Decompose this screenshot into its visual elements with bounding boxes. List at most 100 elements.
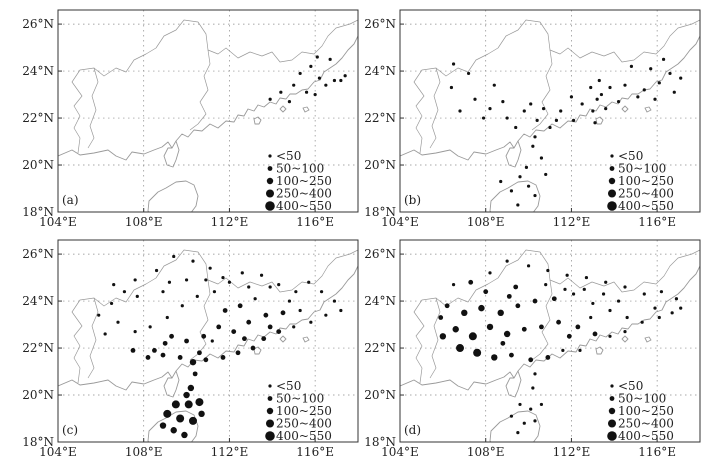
legend-label: <50 [618, 149, 643, 163]
station-marker [189, 358, 197, 366]
station-marker [292, 83, 296, 87]
y-tick-label: 24°N [364, 294, 396, 308]
station-marker [597, 78, 601, 83]
station-marker [332, 78, 337, 83]
station-marker [575, 324, 581, 330]
station-marker [280, 310, 286, 316]
map-panel-c: 104°E 108°E 112°E 116°E 18°N 20°N 22°N 24°N 26°N… [22, 239, 359, 459]
x-tick-label: 108°E [125, 215, 163, 229]
station-marker [501, 100, 505, 104]
station-marker [488, 271, 492, 275]
station-marker [599, 92, 604, 97]
station-marker [518, 402, 522, 407]
station-marker [659, 290, 664, 294]
station-marker [616, 299, 621, 303]
station-marker [466, 71, 471, 76]
legend-label: 250~400 [618, 187, 674, 201]
station-marker [263, 312, 269, 318]
station-marker [488, 107, 492, 111]
station-marker [592, 331, 598, 337]
x-tick-label: 104°E [381, 445, 419, 459]
legend-label: 50~100 [618, 392, 666, 406]
station-marker [165, 315, 169, 320]
station-marker [544, 172, 548, 177]
station-marker [181, 431, 188, 439]
station-marker [608, 85, 612, 90]
station-marker [304, 90, 309, 94]
station-marker [135, 294, 139, 298]
map-panel-b: 104°E 108°E 112°E 116°E 18°N 20°N 22°N 24°N 26°N… [364, 9, 701, 229]
station-marker [313, 92, 317, 97]
station-marker [461, 309, 468, 317]
legend-marker [268, 154, 272, 158]
legend-marker [265, 201, 275, 211]
station-marker [161, 290, 165, 294]
station-marker [287, 100, 292, 104]
y-tick-label: 20°N [364, 388, 396, 402]
y-tick-label: 18°N [22, 205, 54, 219]
station-marker [184, 338, 189, 344]
legend-label: 400~550 [618, 199, 674, 213]
station-marker [670, 311, 674, 315]
station-marker [591, 301, 595, 306]
legend-label: 100~250 [276, 404, 332, 418]
station-marker [483, 289, 489, 295]
station-marker [162, 340, 168, 346]
station-marker [533, 372, 537, 376]
station-marker [180, 304, 184, 308]
station-marker [451, 62, 456, 66]
y-tick-label: 22°N [22, 111, 54, 125]
station-marker [569, 95, 574, 99]
station-marker [653, 306, 657, 310]
station-marker [544, 283, 548, 287]
station-marker [499, 179, 503, 184]
legend-label: 50~100 [618, 162, 666, 176]
station-marker [623, 330, 627, 334]
station-marker [491, 354, 498, 361]
x-tick-label: 104°E [39, 445, 77, 459]
map-panel-d: 104°E 108°E 112°E 116°E 18°N 20°N 22°N 24°N 26°N… [364, 239, 701, 459]
station-marker [452, 326, 459, 333]
legend-label: <50 [276, 149, 301, 163]
station-marker [545, 355, 551, 360]
x-tick-label: 112°E [211, 215, 249, 229]
station-marker [593, 121, 597, 125]
station-marker [672, 90, 676, 94]
legend-marker [608, 177, 616, 185]
y-tick-label: 24°N [364, 64, 396, 78]
station-marker [439, 333, 447, 340]
legend-label: 250~400 [276, 187, 332, 201]
y-tick-label: 26°N [364, 17, 396, 31]
station-marker [595, 97, 599, 101]
station-marker [203, 357, 209, 363]
legend-marker [267, 396, 273, 401]
station-marker [529, 102, 533, 106]
legend-marker [268, 384, 272, 388]
station-marker [307, 280, 311, 284]
legend-label: 250~400 [618, 417, 674, 431]
legend-marker [266, 407, 274, 415]
station-marker [497, 309, 504, 317]
station-marker [97, 313, 101, 317]
station-marker [309, 320, 313, 324]
station-marker [324, 313, 328, 317]
station-marker [133, 278, 137, 282]
station-marker [604, 107, 608, 111]
station-marker [268, 97, 272, 101]
station-marker [109, 301, 114, 306]
station-marker [468, 279, 474, 285]
station-marker [473, 348, 482, 357]
map-frame [57, 9, 359, 213]
station-marker [130, 347, 136, 353]
legend-marker [266, 189, 274, 198]
station-marker [328, 57, 332, 61]
station-marker [292, 325, 296, 329]
panel-label: (d) [404, 423, 421, 437]
station-marker [509, 352, 514, 358]
station-marker [522, 109, 526, 113]
station-marker [167, 280, 172, 284]
station-marker [183, 391, 190, 399]
